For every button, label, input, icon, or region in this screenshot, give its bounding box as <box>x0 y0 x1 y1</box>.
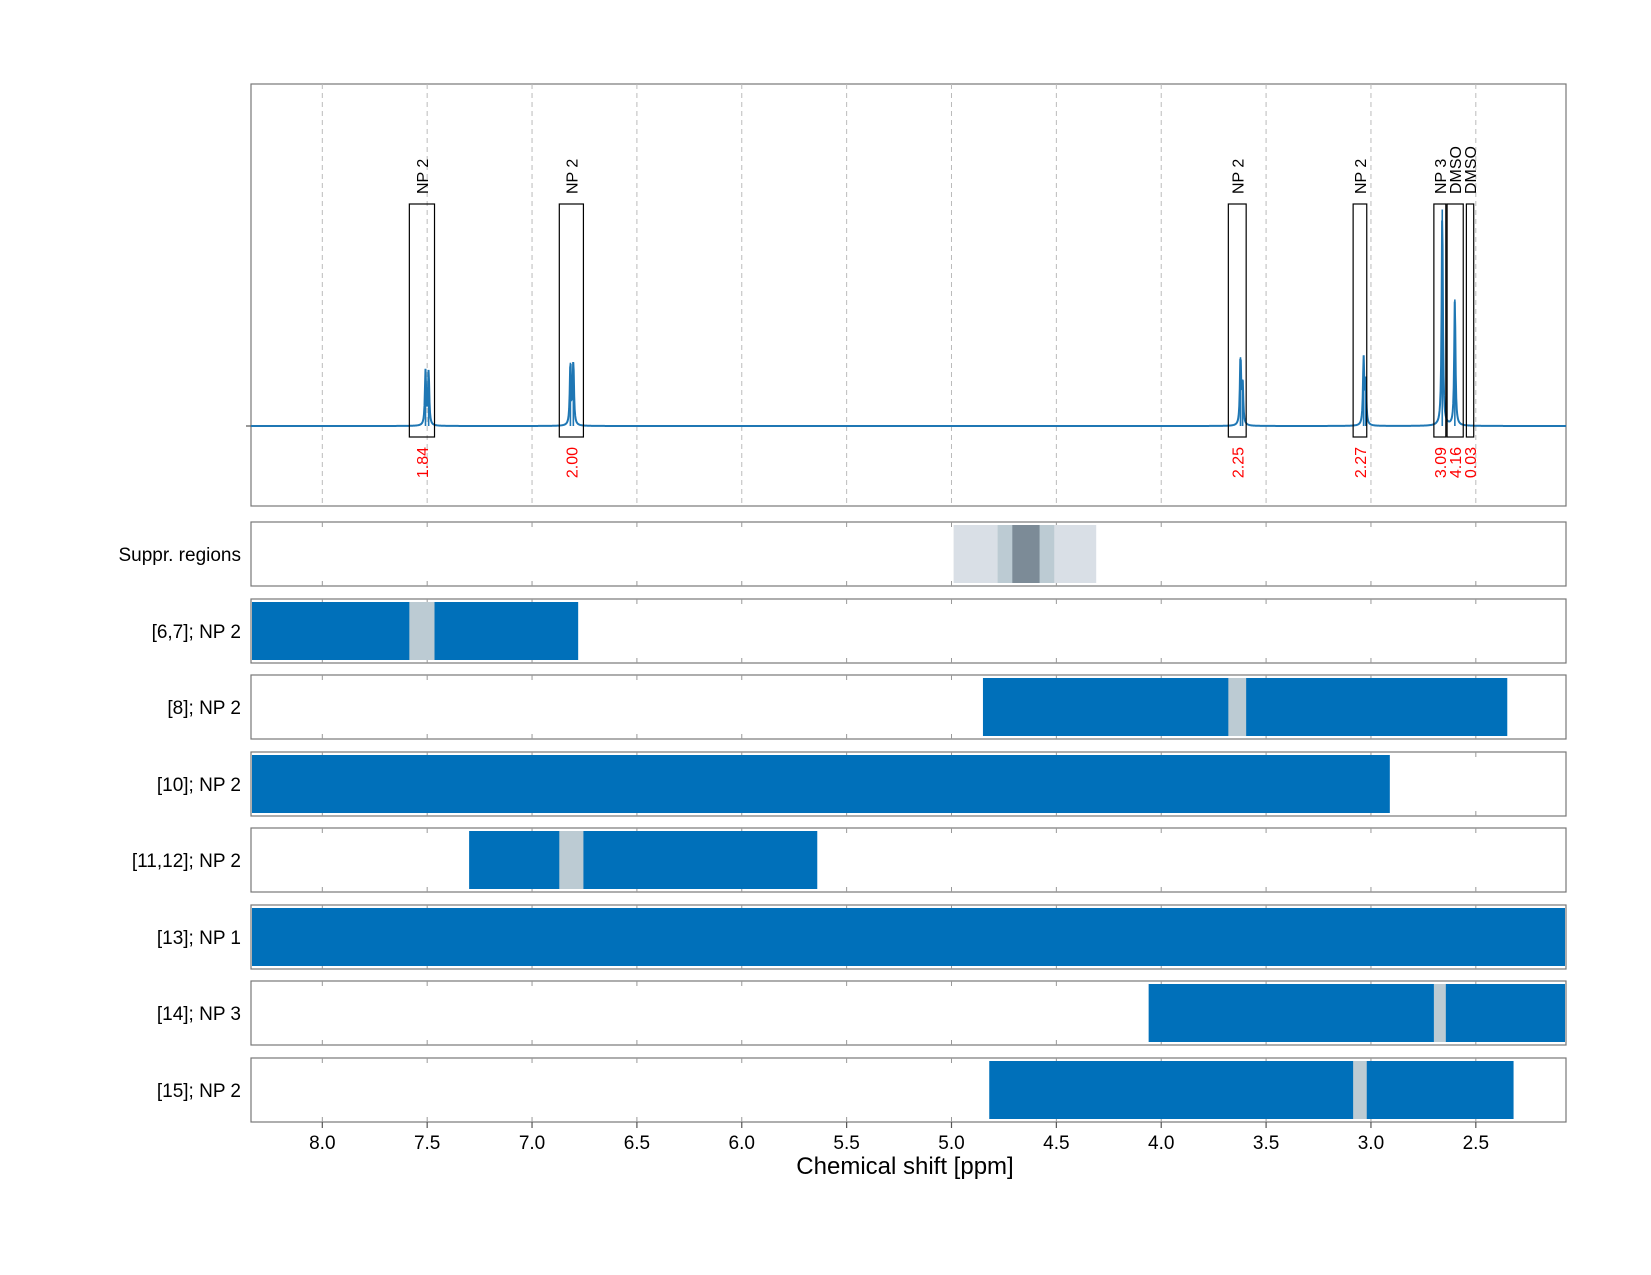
integral-label: 2.27 <box>1353 447 1370 478</box>
fit-row: [15]; NP 2 <box>157 1057 1567 1123</box>
peak-label: DMSO <box>1463 146 1480 194</box>
fit-row: [10]; NP 2 <box>157 751 1567 817</box>
fit-region-marker <box>1353 1061 1367 1119</box>
integral-label: 2.25 <box>1230 447 1247 478</box>
row-frame <box>250 827 1567 893</box>
fit-region-marker <box>1228 678 1247 736</box>
peak-label: NP 2 <box>1230 159 1247 194</box>
x-tick-label: 4.5 <box>1043 1133 1069 1154</box>
fit-region-marker <box>409 602 435 660</box>
peak-region-box <box>1465 203 1475 438</box>
fit-row: [8]; NP 2 <box>167 674 1567 740</box>
row-label: [13]; NP 1 <box>157 928 241 949</box>
fit-rows-panel: Suppr. regions [6,7]; NP 2 [8]; NP 2 [10]; … <box>118 521 1567 1123</box>
fit-row: Suppr. regions <box>118 521 1567 587</box>
integral-label: 3.09 <box>1433 447 1450 478</box>
x-tick-label: 7.0 <box>519 1133 545 1154</box>
suppr-region <box>1012 525 1040 583</box>
x-tick-label: 5.0 <box>938 1133 964 1154</box>
fit-row: [14]; NP 3 <box>157 980 1567 1046</box>
fit-bar <box>252 755 1390 813</box>
row-label: Suppr. regions <box>118 545 241 566</box>
peak-label: DMSO <box>1448 146 1465 194</box>
peak-region-box <box>1446 203 1464 438</box>
fit-bar <box>469 831 818 889</box>
peak-region-box <box>408 203 436 438</box>
spectrum-frame <box>250 83 1567 507</box>
x-axis-label: Chemical shift [ppm] <box>796 1153 1013 1180</box>
x-tick-label: 6.5 <box>624 1133 650 1154</box>
fit-region-marker <box>559 831 584 889</box>
x-tick-label: 3.5 <box>1253 1133 1279 1154</box>
peak-region-box <box>558 203 585 438</box>
peak-region-box <box>1352 203 1368 438</box>
x-axis: Chemical shift [ppm] 8.0 7.5 7.0 6.5 6.0 5.5 5… <box>309 1122 1489 1180</box>
fit-row: [13]; NP 1 <box>157 904 1567 970</box>
fit-region-marker <box>1433 984 1446 1042</box>
row-label: [6,7]; NP 2 <box>152 622 241 643</box>
peak-label: NP 3 <box>1433 159 1450 194</box>
x-tick-label: 4.0 <box>1148 1133 1174 1154</box>
integral-label: 0.03 <box>1463 447 1480 478</box>
row-label: [15]; NP 2 <box>157 1081 241 1102</box>
spectrum-line <box>251 220 1566 427</box>
fit-row: [6,7]; NP 2 <box>152 598 1567 664</box>
row-label: [10]; NP 2 <box>157 775 241 796</box>
row-label: [11,12]; NP 2 <box>132 851 241 872</box>
integral-label: 2.00 <box>564 447 581 478</box>
fit-bar <box>1148 984 1565 1042</box>
fit-bar <box>989 1061 1514 1119</box>
x-tick-label: 8.0 <box>309 1133 335 1154</box>
row-frame <box>250 521 1567 587</box>
peak-region-box <box>1227 203 1247 438</box>
row-label: [14]; NP 3 <box>157 1004 241 1025</box>
x-tick-label: 3.0 <box>1358 1133 1384 1154</box>
peak-label: NP 2 <box>415 159 432 194</box>
spectrum-panel: NP 2 1.84 NP 2 2.00 NP 2 2.25 NP 2 2.27 NP 3 3.09… <box>246 83 1567 507</box>
x-tick-label: 6.0 <box>729 1133 755 1154</box>
fit-row: [11,12]; NP 2 <box>132 827 1567 893</box>
fit-bar <box>252 908 1565 966</box>
row-label: [8]; NP 2 <box>167 698 241 719</box>
peak-region-box <box>1433 203 1447 438</box>
x-tick-label: 2.5 <box>1463 1133 1489 1154</box>
x-tick-label: 7.5 <box>414 1133 440 1154</box>
x-tick-label: 5.5 <box>833 1133 859 1154</box>
integral-label: 4.16 <box>1448 447 1465 478</box>
peak-label: NP 2 <box>1353 159 1370 194</box>
integral-label: 1.84 <box>415 447 432 478</box>
peak-label: NP 2 <box>564 159 581 194</box>
